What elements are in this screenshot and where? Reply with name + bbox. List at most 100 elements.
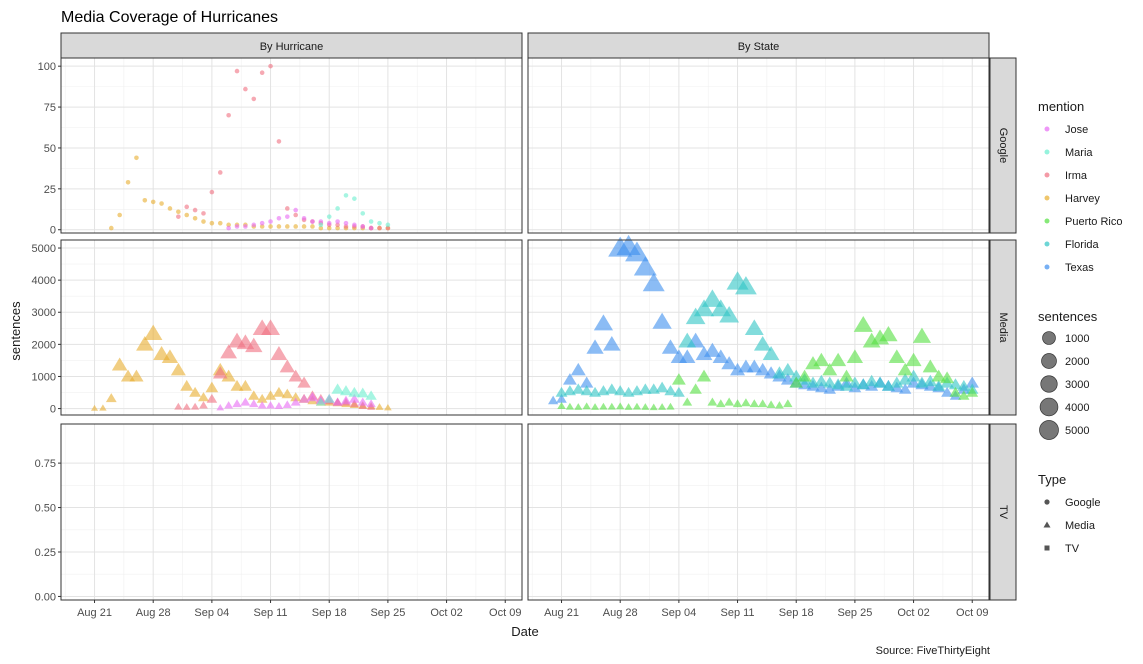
data-point-florida [639,383,652,394]
data-point-harvey [318,225,324,231]
data-point-florida [906,369,921,382]
legend-key-sentences [1039,420,1059,440]
y-tick-label: 5000 [32,243,56,255]
data-point-texas [642,272,665,292]
data-point-harvey [285,224,290,229]
data-point-texas [661,339,680,354]
data-point-maria [335,206,340,211]
data-point-florida [672,386,685,397]
data-point-jose [301,215,307,221]
data-point-puerto-rico [822,362,838,376]
data-point-florida [701,289,723,307]
data-point-texas [586,339,604,354]
legend-key-type [1043,521,1051,528]
data-point-irma [285,206,290,211]
data-point-puerto-rico [813,352,830,367]
data-point-jose [268,219,273,224]
data-point-texas [562,373,577,385]
data-point-maria [385,222,391,228]
data-point-irma [270,346,288,360]
data-point-jose [349,393,360,403]
data-point-maria [318,222,324,228]
data-point-irma [212,366,228,379]
data-point-irma [209,189,215,195]
data-point-puerto-rico [716,399,726,408]
legend-title-sentences: sentences [1038,309,1098,324]
legend-title-type: Type [1038,472,1066,487]
data-point-jose [293,207,298,213]
x-tick-label: Sep 25 [370,607,405,619]
data-point-texas [965,376,979,388]
panel [61,58,522,233]
data-point-florida [772,366,787,379]
data-point-puerto-rico [565,402,575,410]
data-point-texas [593,314,614,331]
data-point-puerto-rico [732,399,743,408]
data-point-irma [182,403,191,410]
x-tick-label: Oct 02 [430,607,462,619]
data-point-harvey [161,349,179,364]
data-point-puerto-rico [830,352,847,367]
data-point-jose [251,222,257,228]
data-point-puerto-rico [591,403,600,410]
data-point-harvey [272,386,285,397]
data-point-irma [261,319,280,336]
data-point-puerto-rico [966,386,979,397]
data-point-harvey [159,201,164,206]
data-point-puerto-rico [696,369,712,382]
data-point-jose [343,220,349,226]
data-point-puerto-rico [707,397,718,406]
data-point-puerto-rico [931,369,946,382]
data-point-maria [339,385,353,396]
data-point-irma [377,225,382,231]
legend-key-mention [1044,126,1050,132]
legend: mention Jose Maria Irma Harvey Puerto Rico Flo… [1038,99,1122,555]
caption: Source: FiveThirtyEight [876,645,990,657]
data-point-harvey [176,209,181,215]
y-tick-label: 25 [44,184,56,196]
data-point-puerto-rico [888,349,905,364]
data-point-harvey [99,404,107,411]
data-point-harvey [201,219,206,224]
data-point-texas [780,373,795,385]
legend-key-mention [1044,172,1050,178]
legend-label-mention: Maria [1065,147,1093,159]
x-tick-label: Sep 11 [721,607,755,619]
y-tick-label: 4000 [32,275,56,287]
data-point-irma [217,170,223,175]
data-point-harvey [281,388,294,399]
data-point-puerto-rico [582,402,591,410]
data-point-puerto-rico [853,315,873,332]
legend-label-mention: Irma [1065,170,1088,182]
row-strip [989,423,1017,601]
panel-border [527,57,990,234]
data-point-irma [226,112,231,118]
data-point-florida [719,306,740,323]
data-point-irma [199,401,208,409]
data-point-texas [906,376,921,388]
y-tick-label: 0.25 [35,547,56,559]
data-point-jose [366,399,376,408]
y-tick-label: 0.50 [35,503,56,515]
data-point-jose [274,401,284,410]
panel-border [60,423,523,601]
data-point-puerto-rico [641,403,650,410]
data-point-jose [340,395,352,405]
data-point-harvey [189,386,202,397]
x-tick-label: Oct 09 [956,607,988,619]
data-point-harvey [167,206,173,211]
data-point-texas [548,395,559,405]
data-point-jose [243,224,248,229]
data-point-florida [753,336,772,351]
data-point-irma [234,68,240,74]
data-point-harvey [170,362,186,376]
data-point-florida [580,385,593,396]
data-point-jose [318,219,324,224]
y-tick-label: 0.00 [35,591,56,603]
legend-key-sentences [1041,353,1057,369]
data-point-texas [746,359,762,373]
data-point-florida [957,379,971,391]
legend-key-mention [1044,149,1050,155]
data-point-harvey [197,392,209,402]
